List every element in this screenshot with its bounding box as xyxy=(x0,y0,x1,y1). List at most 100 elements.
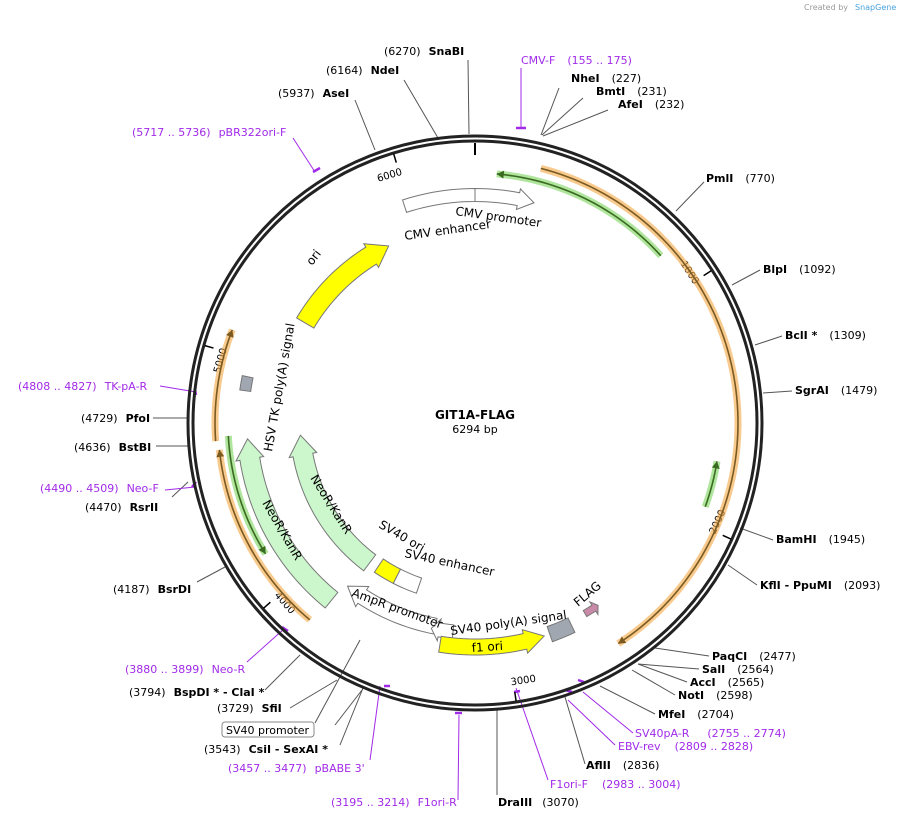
tick-label: 3000 xyxy=(510,674,537,689)
feature-neor-kanr-outer xyxy=(235,438,339,609)
leader-line xyxy=(515,687,549,781)
tick-mark xyxy=(703,270,712,277)
leader-line xyxy=(637,663,688,683)
feature-flag xyxy=(582,600,599,618)
primer-site-mark xyxy=(513,689,521,694)
enzyme-asei[interactable]: (5937) AseI xyxy=(278,87,349,100)
orf-green-left-arrowhead-icon xyxy=(258,545,266,554)
tick-label: 6000 xyxy=(376,167,404,185)
leader-line xyxy=(467,59,470,135)
leader-line xyxy=(582,691,634,734)
feature-sv40-enhancer xyxy=(392,568,423,594)
leader-line xyxy=(739,527,774,541)
enzyme-bstbi[interactable]: (4636) BstBI xyxy=(74,441,151,454)
enzyme-bsrdi[interactable]: (4187) BsrDI xyxy=(113,583,191,596)
feature-label-hsv-tk[interactable]: HSV TK poly(A) signal xyxy=(261,322,297,452)
enzyme-pfoi[interactable]: (4729) PfoI xyxy=(81,412,150,425)
primer-neo-r[interactable]: (3880 .. 3899) Neo-R xyxy=(125,663,245,676)
primer-ebv-rev[interactable]: EBV-rev (2809 .. 2828) xyxy=(618,740,753,753)
primer-f1ori-f[interactable]: F1ori-F (2983 .. 3004) xyxy=(550,778,681,791)
orf-green-right xyxy=(704,461,718,508)
feature-label-ori[interactable]: ori xyxy=(303,247,324,268)
plasmid-name: GIT1A-FLAG xyxy=(435,408,515,422)
leader-line xyxy=(171,481,189,498)
feature-ori xyxy=(295,243,390,329)
leader-line xyxy=(334,689,363,726)
orf-left-1-arrowhead-icon xyxy=(226,329,234,338)
enzyme-bmti[interactable]: BmtI (231) xyxy=(596,85,667,98)
feature-label-f1-ori[interactable]: f1 ori xyxy=(471,639,503,655)
leader-line xyxy=(289,679,338,709)
leader-line xyxy=(314,639,361,724)
feature-hsv-tk-polya xyxy=(239,375,254,393)
leader-line xyxy=(369,685,381,761)
orf-left-2-arrowhead-icon xyxy=(216,449,225,458)
enzyme-sgrai[interactable]: SgrAI (1479) xyxy=(795,384,877,397)
primer-pbabe3[interactable]: (3457 .. 3477) pBABE 3' xyxy=(228,762,365,775)
primer-cmv-f[interactable]: CMV-F (155 .. 175) xyxy=(521,54,632,67)
enzyme-bamhi[interactable]: BamHI (1945) xyxy=(776,533,865,546)
enzyme-noti[interactable]: NotI (2598) xyxy=(678,689,753,702)
feature-label-sv40-enhancer[interactable]: SV40 enhancer xyxy=(403,546,495,579)
primer-sv40pa-r[interactable]: SV40pA-R (2755 .. 2774) xyxy=(635,727,786,740)
leader-line xyxy=(542,109,609,137)
leader-line xyxy=(654,647,710,657)
leader-line xyxy=(541,97,584,136)
feature-label-cmv-enhancer[interactable]: CMV enhancer xyxy=(403,217,491,243)
primer-tk-pa-r[interactable]: (4808 .. 4827) TK-pA-R xyxy=(18,380,148,393)
enzyme-bcli[interactable]: BclI * (1309) xyxy=(785,329,866,342)
primer-pbr322ori-f[interactable]: (5717 .. 5736) pBR322ori-F xyxy=(132,126,286,139)
feature-ampr-promoter xyxy=(346,585,438,635)
enzyme-bspdi-clai[interactable]: (3794) BspDI * - ClaI * xyxy=(129,686,265,699)
enzyme-aflii[interactable]: AflII (2836) xyxy=(586,759,659,772)
tick-mark xyxy=(263,601,271,609)
enzyme-rsrii[interactable]: (4470) RsrII xyxy=(85,501,158,514)
enzyme-kfli-ppumi[interactable]: KflI - PpuMI (2093) xyxy=(760,579,880,592)
enzyme-draiii[interactable]: DraIII (3070) xyxy=(498,796,579,809)
leader-line xyxy=(731,269,761,286)
enzyme-snabi[interactable]: (6270) SnaBI xyxy=(384,45,464,58)
leader-line xyxy=(403,79,439,139)
feature-f1-ori xyxy=(438,628,546,656)
enzyme-acci[interactable]: AccI (2565) xyxy=(690,676,764,689)
leader-line xyxy=(727,564,758,586)
orf-green-right-arrowhead-icon xyxy=(711,461,720,469)
feature-label-sv40-promoter[interactable]: SV40 promoter xyxy=(226,724,310,737)
leader-line xyxy=(457,714,460,801)
tick-mark xyxy=(722,534,732,540)
leader-line xyxy=(567,699,616,746)
enzyme-mfei[interactable]: MfeI (2704) xyxy=(658,708,734,721)
leader-line xyxy=(196,566,226,583)
primer-f1ori-r[interactable]: (3195 .. 3214) F1ori-R xyxy=(331,796,457,809)
tick-mark xyxy=(204,344,214,349)
tick-mark xyxy=(514,691,517,702)
enzyme-nhei[interactable]: NheI (227) xyxy=(571,72,641,85)
enzyme-blpi[interactable]: BlpI (1092) xyxy=(763,263,836,276)
enzyme-ndei[interactable]: (6164) NdeI xyxy=(326,64,399,77)
orf-green-top-arrowhead-icon xyxy=(496,170,505,179)
backbone-circle xyxy=(186,134,764,712)
feature-sv40-ori xyxy=(373,558,402,585)
leader-line xyxy=(292,137,316,173)
enzyme-paqci[interactable]: PaqCI (2477) xyxy=(712,650,796,663)
plasmid-length: 6294 bp xyxy=(452,423,497,436)
features xyxy=(211,165,742,656)
leader-line xyxy=(637,663,700,670)
sv40-promoter-box[interactable] xyxy=(221,721,315,738)
feature-label-ampr-promoter[interactable]: AmpR promoter xyxy=(350,586,444,632)
orf-left-2 xyxy=(218,449,311,621)
orf-git1a-arrowhead-icon xyxy=(618,636,627,644)
enzyme-afei[interactable]: AfeI (232) xyxy=(618,98,684,111)
enzyme-sali[interactable]: SalI (2564) xyxy=(702,663,774,676)
enzyme-csii-sexai[interactable]: (3543) CsiI - SexAI * xyxy=(204,743,328,756)
enzyme-sfii[interactable]: (3729) SfiI xyxy=(217,702,282,715)
leader-line xyxy=(540,87,560,136)
primer-site-mark xyxy=(577,678,585,684)
feature-cmv-promoter xyxy=(474,187,535,211)
feature-label-flag[interactable]: FLAG xyxy=(571,579,604,610)
leader-line xyxy=(354,99,376,151)
primer-neo-f[interactable]: (4490 .. 4509) Neo-F xyxy=(40,482,159,495)
leader-line xyxy=(564,696,586,765)
enzyme-pmli[interactable]: PmlI (770) xyxy=(706,172,775,185)
